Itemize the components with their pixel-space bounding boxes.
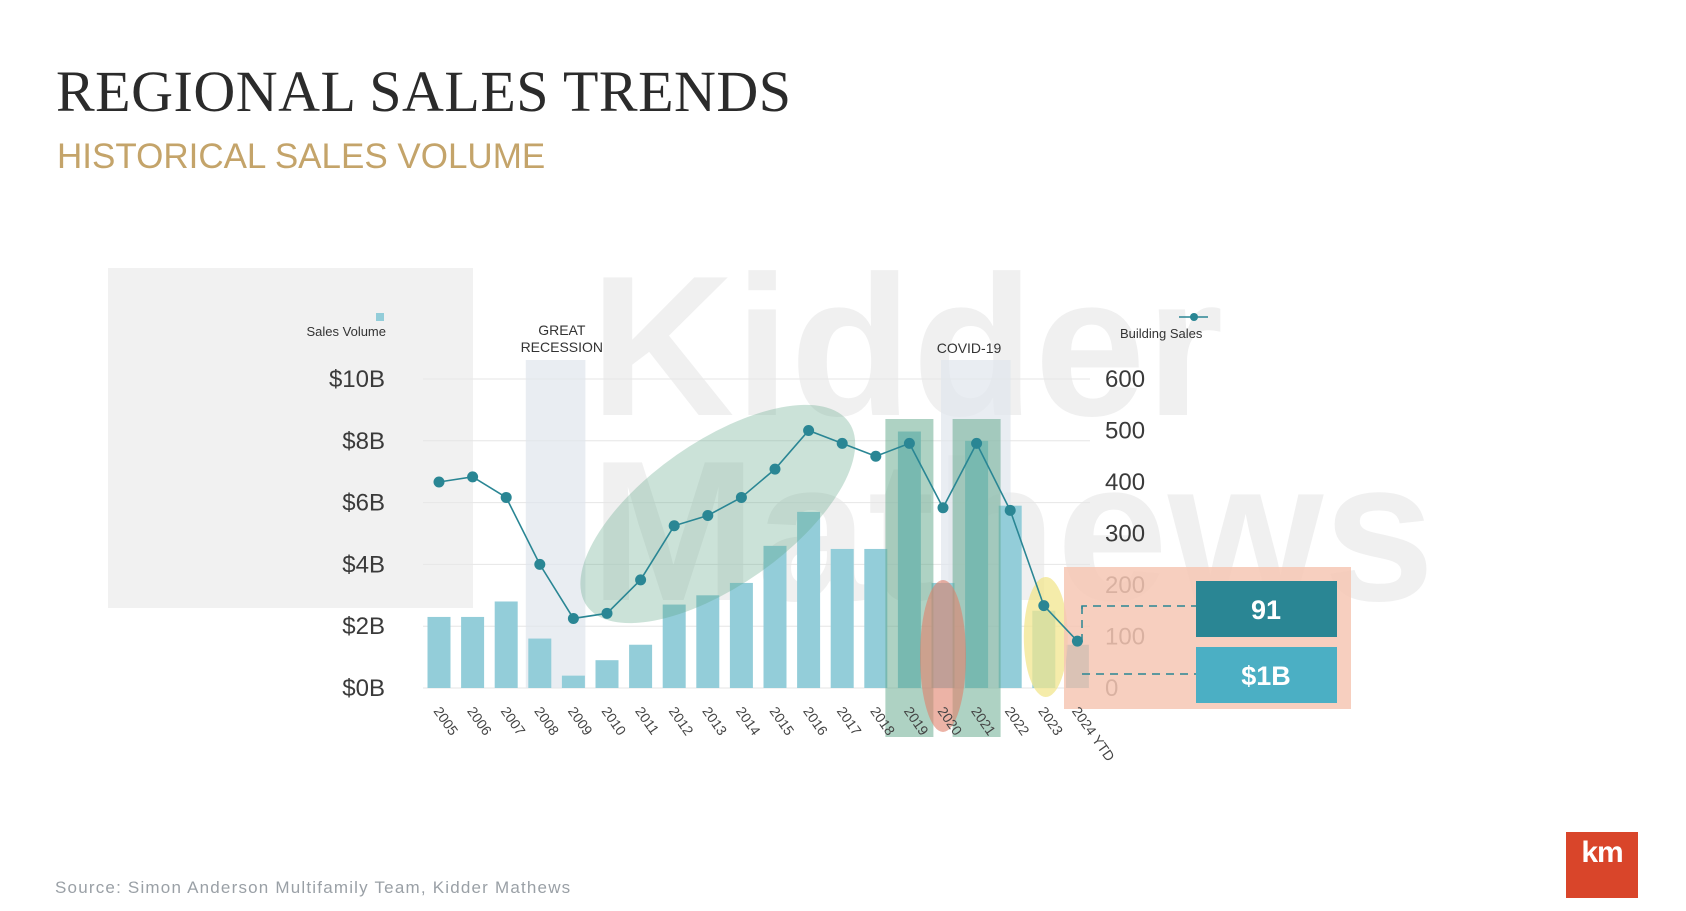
line-points — [433, 425, 1083, 647]
point-2011 — [635, 574, 647, 586]
bar-2015 — [763, 545, 787, 688]
left-axis-ticks: $0B $2B $4B $6B $8B $10B — [329, 366, 385, 702]
point-2008 — [534, 558, 546, 570]
source-note: Source: Simon Anderson Multifamily Team,… — [55, 878, 572, 897]
highlight-2023 — [1023, 577, 1068, 697]
point-2013 — [702, 509, 714, 521]
left-axis-tick: $2B — [342, 613, 385, 640]
x-tick-2016: 2016 — [800, 704, 831, 739]
right-axis-tick: 600 — [1105, 366, 1145, 393]
page-title: REGIONAL SALES TRENDS — [56, 59, 792, 124]
x-tick-2014: 2014 — [733, 704, 764, 739]
x-axis-labels: 2005 2006 2007 2008 2009 2010 2011 2012 2013 2014… — [431, 704, 1119, 765]
building-sales-legend-marker — [1190, 313, 1198, 321]
point-2020 — [937, 502, 949, 514]
right-axis-tick: 400 — [1105, 469, 1145, 496]
bar-2018 — [864, 548, 888, 688]
point-2009 — [567, 612, 579, 624]
callout-volume-value: $1B — [1241, 661, 1291, 691]
callout-count-value: 91 — [1251, 595, 1281, 625]
x-tick-2006: 2006 — [464, 704, 495, 739]
point-2014 — [735, 491, 747, 503]
x-tick-2011: 2011 — [632, 704, 662, 738]
x-tick-2009: 2009 — [565, 704, 596, 739]
bar-2007 — [494, 601, 518, 688]
x-tick-2015: 2015 — [767, 704, 798, 739]
covid-label: COVID-19 — [937, 340, 1002, 356]
left-axis-tick: $4B — [342, 551, 385, 578]
point-2017 — [836, 437, 848, 449]
x-tick-2022: 2022 — [1002, 704, 1033, 739]
x-tick-2013: 2013 — [699, 704, 730, 739]
left-axis-tick: $10B — [329, 366, 385, 393]
point-2016 — [803, 425, 815, 436]
bar-2014 — [729, 582, 753, 688]
point-2021 — [971, 437, 983, 449]
bar-2022 — [998, 505, 1022, 688]
right-axis-tick: 300 — [1105, 521, 1145, 548]
building-sales-line — [438, 429, 1078, 642]
x-tick-2008: 2008 — [531, 704, 562, 739]
bar-2010 — [595, 660, 619, 688]
annotation-line: GREAT — [538, 322, 586, 338]
x-tick-2024 YTD: 2024 YTD — [1069, 704, 1118, 765]
point-2007 — [500, 491, 512, 503]
annotation-line: COVID-19 — [937, 340, 1002, 356]
point-2006 — [467, 471, 479, 483]
point-2023 — [1038, 600, 1050, 612]
right-axis-label: Building Sales — [1120, 326, 1203, 341]
point-2018 — [870, 450, 882, 462]
bar-2017 — [830, 548, 854, 688]
point-2022 — [1004, 504, 1016, 516]
bar-2006 — [461, 616, 485, 688]
highlight-2020 — [920, 580, 966, 732]
growth-highlight — [580, 404, 856, 624]
bar-2016 — [797, 511, 821, 688]
watermark-block — [108, 268, 473, 608]
great-recession-band — [525, 360, 586, 688]
point-2015 — [769, 463, 781, 475]
point-2024 YTD — [1071, 635, 1083, 647]
point-2005 — [433, 476, 445, 488]
callout-count-box — [1196, 581, 1337, 637]
bar-2008 — [528, 638, 552, 688]
bar-2009 — [561, 675, 585, 688]
point-2012 — [668, 520, 680, 532]
right-axis-tick: 500 — [1105, 418, 1145, 445]
point-2010 — [601, 607, 613, 619]
x-tick-2017: 2017 — [834, 704, 865, 739]
x-tick-2007: 2007 — [498, 704, 529, 739]
left-axis-tick: $8B — [342, 428, 385, 455]
x-tick-2023: 2023 — [1035, 704, 1066, 739]
left-axis-tick: $0B — [342, 675, 385, 702]
sales-volume-legend-marker — [376, 313, 384, 321]
bar-2011 — [629, 644, 653, 688]
x-tick-2010: 2010 — [599, 704, 630, 739]
annotation-line: RECESSION — [521, 339, 603, 355]
page-subtitle: HISTORICAL SALES VOLUME — [57, 137, 546, 176]
bar-2013 — [696, 595, 720, 688]
bar-2012 — [662, 604, 686, 688]
bar-2005 — [427, 616, 451, 688]
left-axis-label: Sales Volume — [307, 324, 387, 339]
x-tick-2005: 2005 — [431, 704, 462, 739]
point-2019 — [903, 437, 915, 449]
brand-logo: km — [1566, 832, 1638, 898]
callout-volume-box — [1196, 647, 1337, 703]
left-axis-tick: $6B — [342, 490, 385, 517]
x-tick-2012: 2012 — [666, 704, 697, 739]
